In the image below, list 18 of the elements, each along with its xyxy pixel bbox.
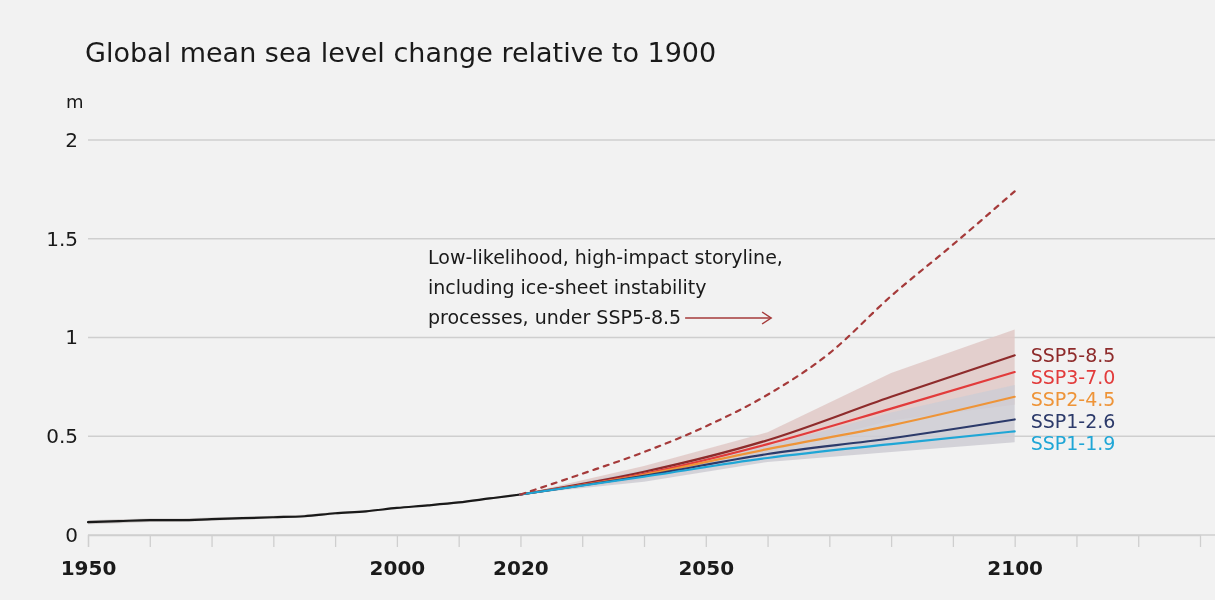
x-tick-label: 2000 (369, 556, 426, 581)
series-label: SSP5-8.5 (1030, 344, 1116, 367)
y-tick-label: 0 (65, 522, 78, 547)
series-label: SSP2-4.5 (1030, 388, 1116, 411)
series-label: SSP1-1.9 (1030, 432, 1116, 455)
y-tick-label: 1.5 (46, 226, 78, 251)
y-axis-title: m (66, 91, 84, 112)
y-tick-label: 1 (65, 325, 78, 350)
x-tick-label: 1950 (60, 556, 117, 581)
y-tick-label: 2 (65, 127, 78, 152)
y-tick-label: 0.5 (46, 424, 78, 449)
series-label: SSP1-2.6 (1030, 410, 1116, 433)
x-tick-label: 2100 (987, 556, 1043, 581)
annotation: Low-likelihood, high-impact storyline, including ice-sheet instability processes, under SSP5-8.5 (428, 246, 783, 328)
x-tick-label: 2050 (678, 556, 735, 581)
series-label: SSP3-7.0 (1030, 366, 1116, 389)
chart-title: Global mean sea level change relative to 1900 (85, 37, 717, 68)
x-tick-label: 2020 (493, 556, 549, 581)
